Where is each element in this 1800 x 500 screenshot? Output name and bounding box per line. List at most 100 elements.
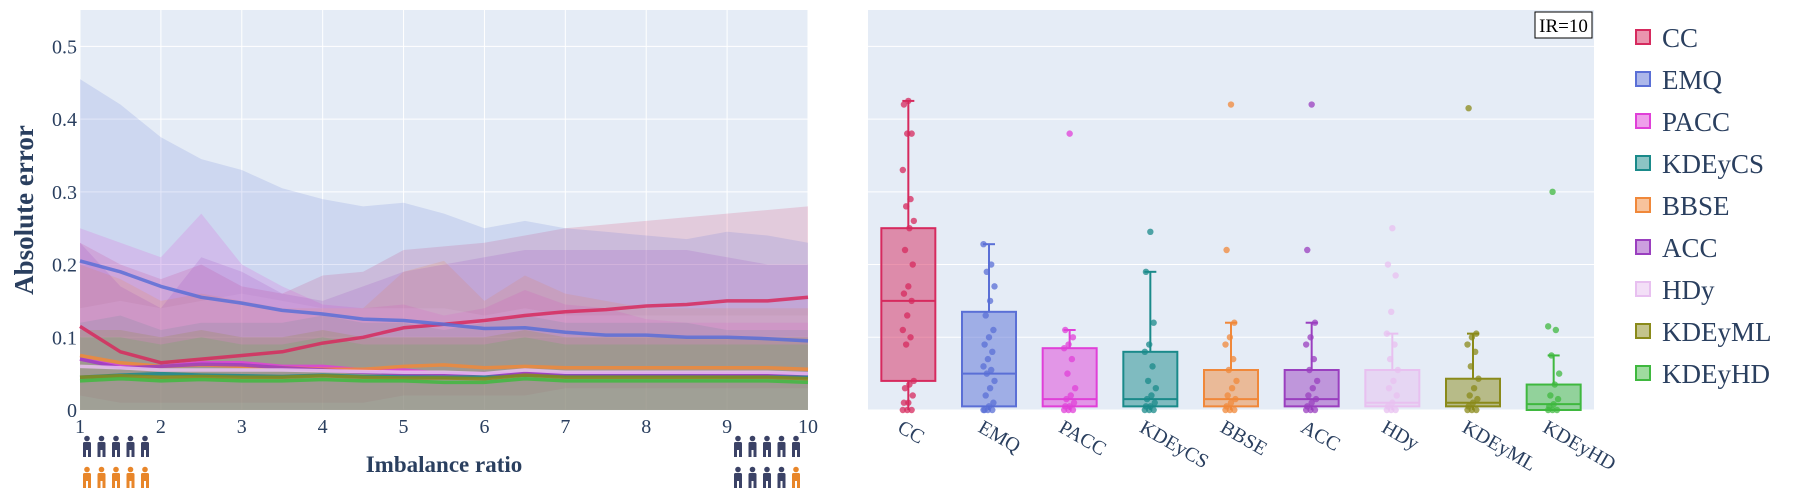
legend-item-acc: ACC — [1635, 233, 1718, 263]
legend-swatch — [1635, 239, 1651, 255]
data-point — [1304, 246, 1311, 254]
person-icon — [748, 466, 757, 488]
person-icon — [734, 466, 742, 488]
legend-item-emq: EMQ — [1635, 65, 1723, 95]
data-point — [985, 334, 993, 341]
data-point — [904, 406, 911, 414]
data-point — [1389, 399, 1396, 406]
category-label: CC — [894, 416, 928, 448]
y-axis-label: Absolute error — [9, 125, 39, 295]
data-point — [991, 283, 998, 290]
data-point — [1392, 406, 1399, 414]
x-tick-labels: 1 2 3 4 5 6 7 8 9 10 — [75, 416, 818, 438]
box-body — [880, 227, 937, 382]
band-pacc — [80, 213, 808, 410]
data-point — [982, 312, 989, 319]
data-point — [986, 384, 994, 392]
person-icon — [83, 466, 91, 488]
legend-item-hdy: HDy — [1635, 275, 1715, 305]
data-point — [1150, 319, 1157, 326]
data-point — [1227, 399, 1235, 406]
legend-item-bbse: BBSE — [1635, 191, 1730, 221]
person-icon — [126, 466, 135, 488]
data-point — [983, 370, 990, 377]
data-point — [988, 366, 995, 374]
data-point — [1392, 272, 1399, 279]
data-point — [1142, 403, 1150, 410]
category-label: PACC — [1055, 416, 1110, 460]
data-point — [1223, 403, 1230, 410]
mean-lines — [79, 259, 809, 385]
legend-label: ACC — [1662, 233, 1718, 263]
person-icon — [83, 435, 91, 457]
data-point — [1470, 384, 1478, 392]
data-point — [990, 326, 997, 334]
y-tick-label: 0.4 — [52, 109, 77, 131]
legend-label: PACC — [1662, 107, 1730, 137]
data-point — [1067, 392, 1074, 399]
category-label: KDEyML — [1459, 416, 1540, 476]
data-point — [1231, 319, 1238, 326]
data-point — [1465, 104, 1472, 112]
line-kdeyml — [79, 373, 809, 381]
legend-swatch — [1635, 29, 1651, 45]
data-point — [1310, 355, 1318, 363]
data-point — [1544, 323, 1552, 330]
data-point — [1062, 326, 1069, 334]
box-kdeyml — [1445, 104, 1501, 414]
data-point — [1152, 384, 1160, 392]
data-point — [1307, 334, 1314, 341]
data-point — [985, 403, 993, 410]
person-icon — [112, 466, 120, 488]
data-point — [902, 341, 910, 348]
data-point — [909, 261, 916, 268]
data-point — [1312, 395, 1320, 403]
line-emq — [79, 259, 809, 343]
data-point — [906, 224, 913, 232]
data-point — [1466, 392, 1473, 399]
data-point — [981, 341, 988, 348]
data-point — [1469, 399, 1477, 406]
data-point — [990, 399, 997, 406]
data-point — [1388, 308, 1395, 316]
data-point — [1222, 341, 1229, 348]
data-point — [1302, 341, 1310, 348]
data-point — [983, 268, 990, 276]
data-point — [981, 406, 988, 414]
data-point — [1309, 384, 1316, 392]
data-point — [902, 203, 910, 210]
data-point — [1389, 224, 1396, 232]
data-point — [989, 348, 996, 356]
person-icon — [792, 435, 800, 457]
data-point — [991, 377, 998, 385]
band-kdeycs — [80, 315, 808, 410]
data-point — [1231, 406, 1238, 414]
data-point — [1233, 377, 1240, 385]
data-point — [1552, 326, 1560, 334]
data-point — [905, 283, 912, 290]
legend-item-kdeycs: KDEyCS — [1635, 149, 1764, 179]
data-point — [1225, 366, 1233, 374]
data-point — [905, 97, 912, 105]
legend: CC EMQ PACC KDEyCS BBSE ACC HDy KDEyML KDEyHD — [1635, 23, 1772, 389]
person-icon — [748, 435, 757, 457]
data-point — [1305, 392, 1312, 399]
data-point — [1468, 334, 1476, 341]
data-point — [1304, 403, 1311, 410]
data-point — [1149, 363, 1156, 370]
line-plot-area — [80, 10, 808, 410]
data-point — [899, 166, 907, 174]
line-kdeyhd — [79, 376, 809, 385]
band-kdeyml — [80, 330, 808, 410]
legend-item-cc: CC — [1635, 23, 1698, 53]
box-kdeyhd — [1525, 188, 1582, 414]
legend-swatch — [1635, 71, 1651, 87]
box-kdeycs — [1122, 228, 1179, 414]
data-point — [1383, 330, 1391, 337]
data-point — [1230, 355, 1237, 363]
data-point — [909, 392, 916, 399]
x-tick-label: 5 — [399, 416, 409, 438]
data-point — [1227, 101, 1235, 108]
data-point — [980, 240, 987, 248]
